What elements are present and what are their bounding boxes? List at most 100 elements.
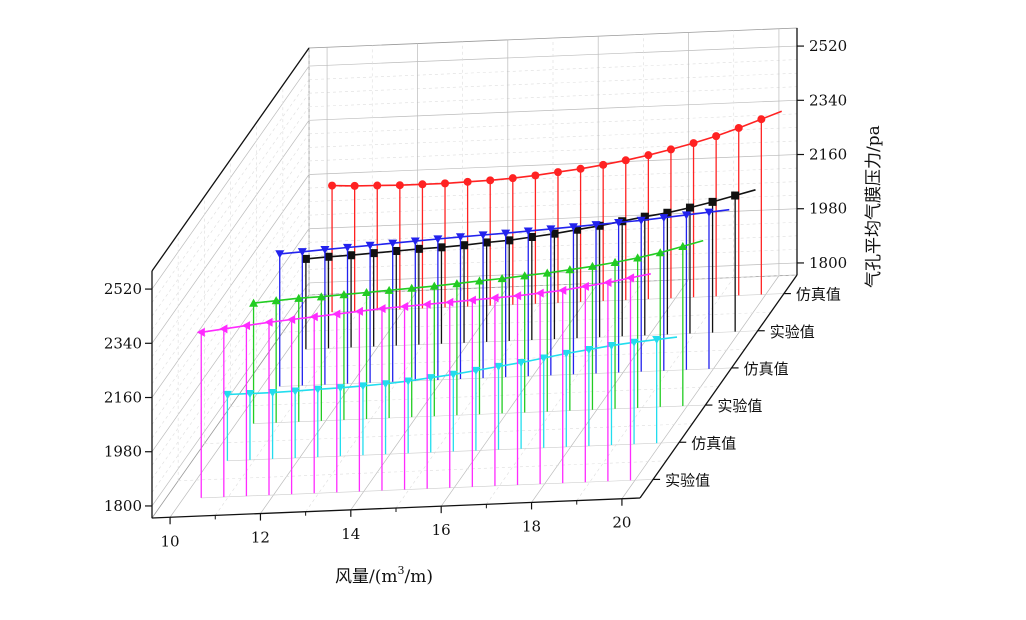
data-point (388, 239, 398, 248)
data-point (219, 324, 228, 334)
data-point (245, 389, 255, 399)
data-point (539, 354, 549, 363)
data-point (403, 377, 413, 386)
data-point (497, 273, 507, 283)
series-2 (249, 239, 706, 424)
data-point (644, 151, 653, 160)
z-tick-label-left: 2160 (104, 389, 142, 407)
z-tick-label-left: 2340 (104, 334, 142, 352)
data-point (568, 223, 578, 232)
data-point (373, 181, 382, 190)
data-point (633, 253, 643, 262)
data-point (757, 115, 766, 124)
data-point (467, 295, 476, 305)
series-1 (222, 335, 680, 462)
data-point (358, 382, 368, 391)
x-tick-label: 12 (251, 529, 270, 547)
data-point (441, 179, 450, 188)
data-point (712, 132, 721, 141)
data-point (297, 248, 307, 257)
grid-line (486, 281, 644, 505)
data-point (429, 281, 439, 290)
data-point (474, 276, 484, 285)
side-wall (151, 46, 310, 520)
data-point (339, 290, 349, 299)
y-axis-line (639, 274, 798, 499)
data-point (595, 221, 604, 230)
data-point (362, 287, 372, 297)
data-point (471, 366, 481, 375)
data-point (418, 180, 427, 189)
z-axis-title: 气孔平均气膜压力/pa (864, 125, 884, 288)
data-point (478, 231, 488, 240)
grid-line (305, 288, 463, 512)
data-point (445, 297, 454, 307)
data-point (523, 227, 533, 236)
data-point (482, 238, 491, 247)
grid-line (576, 277, 734, 501)
data-point (610, 257, 620, 266)
chart-labels: 10 12 14 16 18 20 1800 1980 2160 2340 2520 1800 1980… (104, 37, 847, 550)
data-point (655, 248, 665, 257)
data-point (426, 374, 436, 383)
data-point (629, 338, 639, 347)
data-point (410, 237, 420, 246)
data-point (535, 288, 544, 298)
data-point (546, 225, 556, 234)
data-point (343, 243, 353, 253)
grid-line (395, 284, 554, 509)
data-point (354, 306, 363, 316)
z-tick-label-left: 1980 (104, 443, 142, 461)
data-point (614, 218, 624, 228)
data-point (704, 208, 714, 217)
data-point (294, 293, 304, 302)
data-point (621, 156, 630, 165)
data-point (381, 380, 391, 389)
data-point (287, 315, 296, 325)
chart-axes (145, 28, 804, 525)
y-tick-label: 实验值 (665, 471, 710, 489)
data-point (313, 385, 323, 394)
data-point (666, 145, 675, 154)
data-point (558, 285, 567, 295)
x-tick-label: 18 (522, 517, 541, 535)
data-point (377, 304, 386, 314)
data-point (591, 221, 601, 230)
data-point (335, 384, 345, 393)
data-point (422, 299, 431, 309)
data-point (275, 250, 285, 259)
data-point (460, 241, 469, 250)
data-point (689, 139, 698, 148)
data-point (625, 273, 635, 283)
data-point (332, 309, 341, 319)
data-point (513, 291, 522, 301)
top-left-edge (151, 47, 310, 272)
data-point (486, 176, 495, 185)
data-point (584, 345, 594, 355)
plot-area (196, 110, 784, 499)
grid-line (230, 386, 719, 407)
data-point (606, 342, 616, 351)
data-point (542, 268, 552, 277)
data-point (678, 241, 688, 250)
data-point (603, 277, 612, 287)
series-baseline (227, 441, 680, 462)
data-point (734, 123, 743, 132)
data-point (271, 296, 281, 305)
data-point (392, 246, 401, 255)
data-point (448, 370, 458, 379)
data-point (222, 390, 232, 400)
data-point (731, 191, 740, 200)
data-point (320, 246, 330, 255)
data-point (494, 362, 504, 372)
data-point (520, 271, 530, 280)
data-point (599, 160, 608, 169)
data-point (531, 171, 540, 180)
y-tick-label: 仿真值 (796, 286, 841, 304)
z-tick-label-left: 1800 (104, 497, 142, 515)
data-point (309, 312, 318, 322)
data-point (640, 212, 649, 221)
data-point (501, 229, 511, 238)
data-point (264, 317, 273, 327)
series-5 (328, 110, 784, 313)
